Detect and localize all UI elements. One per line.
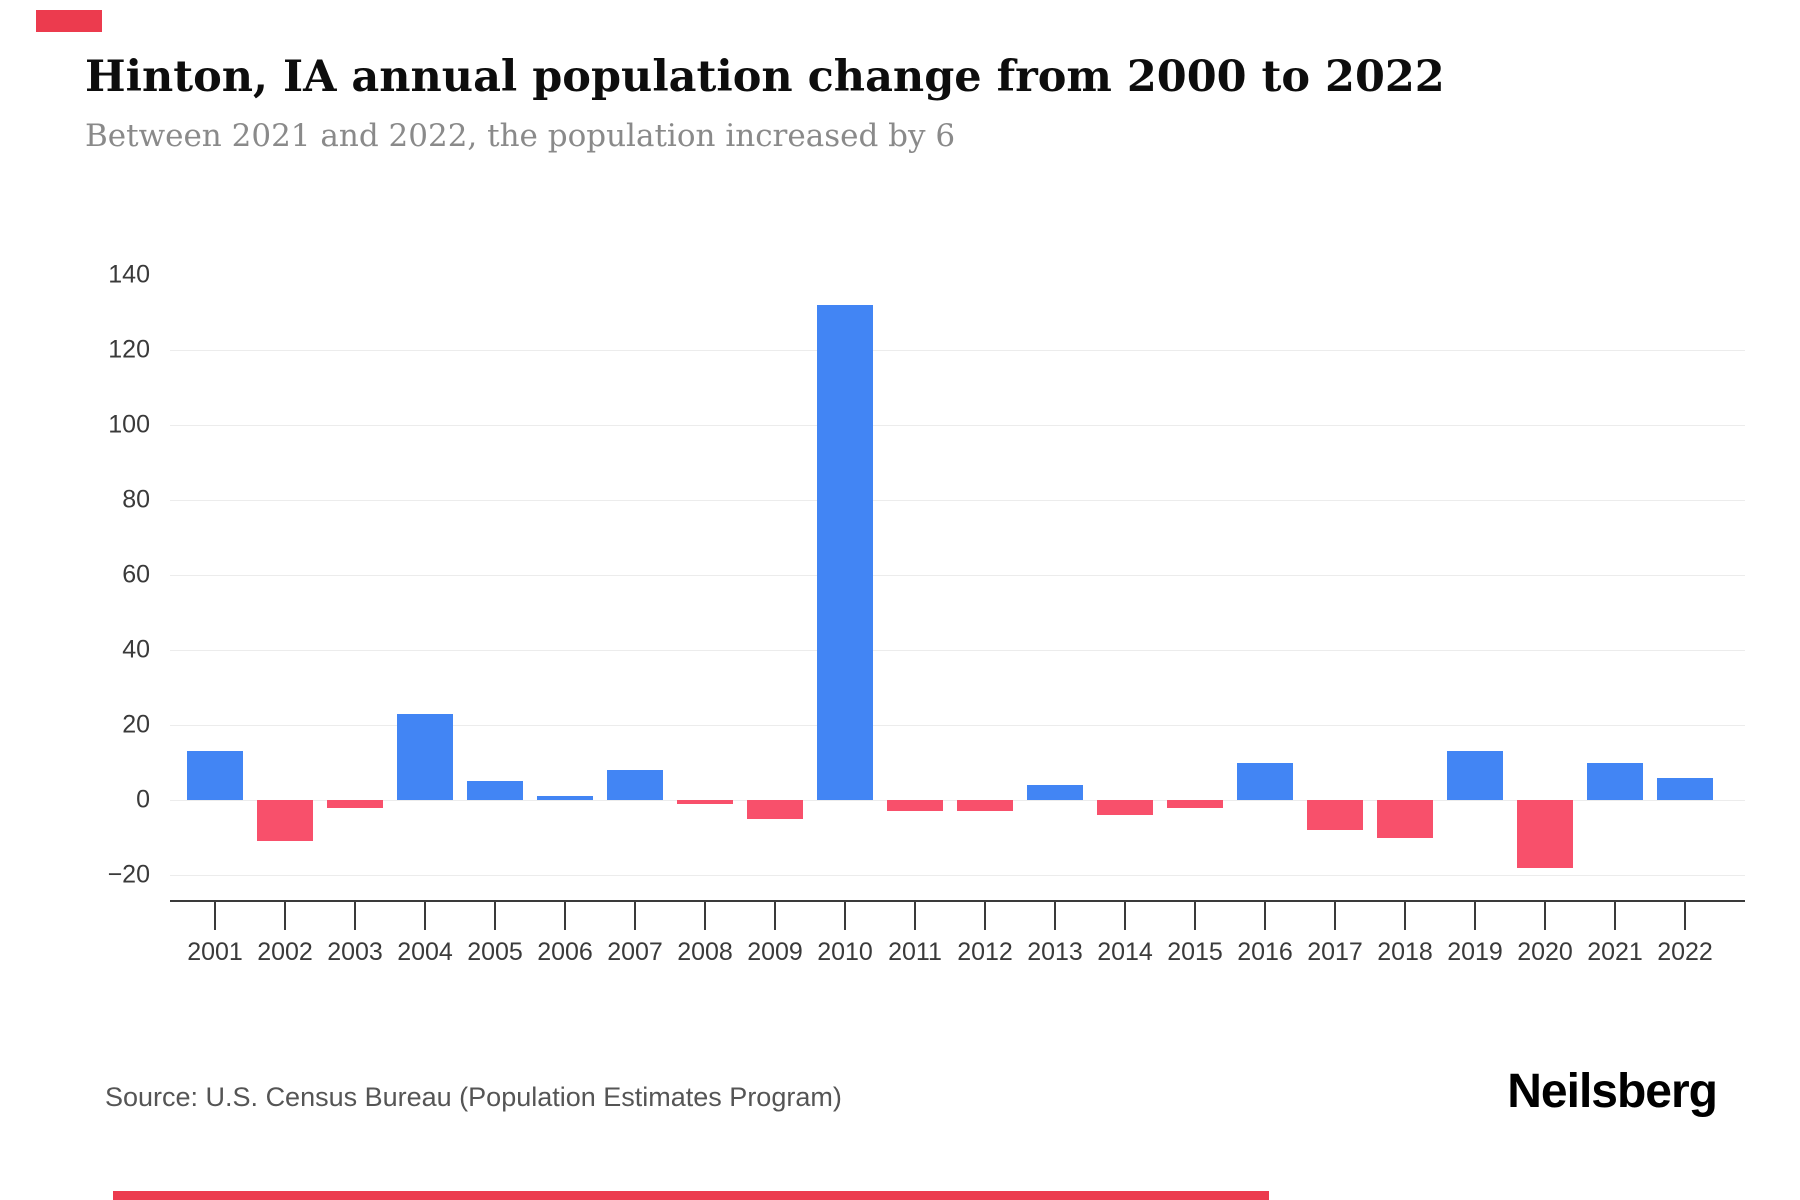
bar-2008 bbox=[677, 800, 733, 804]
bar-2007 bbox=[607, 770, 663, 800]
bar-2003 bbox=[327, 800, 383, 808]
source-text: Source: U.S. Census Bureau (Population E… bbox=[105, 1082, 842, 1112]
x-axis-tick-2020 bbox=[1544, 900, 1546, 930]
x-axis-tick-2011 bbox=[914, 900, 916, 930]
gridline-60 bbox=[170, 575, 1745, 576]
y-axis-label-120: 120 bbox=[108, 335, 150, 364]
x-axis-label-2016: 2016 bbox=[1237, 938, 1293, 966]
x-axis-label-2019: 2019 bbox=[1447, 938, 1503, 966]
x-axis-tick-2006 bbox=[564, 900, 566, 930]
x-axis-tick-2021 bbox=[1614, 900, 1616, 930]
x-axis-label-2009: 2009 bbox=[747, 938, 803, 966]
bar-2005 bbox=[467, 781, 523, 800]
x-axis-tick-2001 bbox=[214, 900, 216, 930]
gridline--20 bbox=[170, 875, 1745, 876]
bar-2021 bbox=[1587, 762, 1643, 800]
x-axis-tick-2005 bbox=[494, 900, 496, 930]
x-axis-tick-2019 bbox=[1474, 900, 1476, 930]
x-axis-tick-2022 bbox=[1684, 900, 1686, 930]
x-axis-tick-2004 bbox=[424, 900, 426, 930]
brand-logo: Neilsberg bbox=[1507, 1065, 1718, 1118]
bar-2017 bbox=[1307, 800, 1363, 830]
x-axis-tick-2012 bbox=[984, 900, 986, 930]
y-axis-label-0: 0 bbox=[136, 785, 150, 814]
x-axis-label-2003: 2003 bbox=[327, 938, 383, 966]
x-axis-label-2017: 2017 bbox=[1307, 938, 1363, 966]
x-axis-label-2002: 2002 bbox=[257, 938, 313, 966]
bar-2009 bbox=[747, 800, 803, 819]
x-axis-label-2022: 2022 bbox=[1657, 938, 1713, 966]
x-axis-label-2013: 2013 bbox=[1027, 938, 1083, 966]
chart-title: Hinton, IA annual population change from… bbox=[85, 52, 1445, 102]
bar-2018 bbox=[1377, 800, 1433, 838]
bar-2013 bbox=[1027, 785, 1083, 800]
chart-subtitle: Between 2021 and 2022, the population in… bbox=[85, 118, 956, 154]
x-axis-tick-2018 bbox=[1404, 900, 1406, 930]
gridline-20 bbox=[170, 725, 1745, 726]
x-axis-label-2018: 2018 bbox=[1377, 938, 1433, 966]
red-marker-top-left bbox=[36, 10, 102, 32]
x-axis-label-2021: 2021 bbox=[1587, 938, 1643, 966]
x-axis-tick-2009 bbox=[774, 900, 776, 930]
x-axis-tick-2016 bbox=[1264, 900, 1266, 930]
bar-2015 bbox=[1167, 800, 1223, 808]
x-axis-tick-2003 bbox=[354, 900, 356, 930]
x-axis-label-2001: 2001 bbox=[187, 938, 243, 966]
bar-2011 bbox=[887, 800, 943, 812]
x-axis-label-2012: 2012 bbox=[957, 938, 1013, 966]
bar-2016 bbox=[1237, 762, 1293, 800]
y-axis-label-20: 20 bbox=[122, 710, 150, 739]
bar-2019 bbox=[1447, 751, 1503, 800]
x-axis-label-2014: 2014 bbox=[1097, 938, 1153, 966]
x-axis-label-2020: 2020 bbox=[1517, 938, 1573, 966]
red-marker-bottom-strip bbox=[113, 1191, 1269, 1200]
bar-2002 bbox=[257, 800, 313, 842]
y-axis-label-80: 80 bbox=[122, 485, 150, 514]
x-axis-tick-2002 bbox=[284, 900, 286, 930]
x-axis-tick-2010 bbox=[844, 900, 846, 930]
gridline-80 bbox=[170, 500, 1745, 501]
x-axis-tick-2013 bbox=[1054, 900, 1056, 930]
gridline-120 bbox=[170, 350, 1745, 351]
gridline-100 bbox=[170, 425, 1745, 426]
y-axis-label-100: 100 bbox=[108, 410, 150, 439]
x-axis-tick-2007 bbox=[634, 900, 636, 930]
plot-area: 140 120 100 80 60 40 20 0 −20 2001 2002 2003 2004 200… bbox=[108, 260, 1745, 966]
x-axis-label-2015: 2015 bbox=[1167, 938, 1223, 966]
bar-2001 bbox=[187, 751, 243, 800]
x-axis-tick-2008 bbox=[704, 900, 706, 930]
bar-2022 bbox=[1657, 777, 1713, 800]
x-axis-tick-2015 bbox=[1194, 900, 1196, 930]
bar-2010 bbox=[817, 305, 873, 800]
x-axis-label-2005: 2005 bbox=[467, 938, 523, 966]
x-axis-label-2010: 2010 bbox=[817, 938, 873, 966]
bar-2020 bbox=[1517, 800, 1573, 868]
x-axis-label-2004: 2004 bbox=[397, 938, 453, 966]
bar-2012 bbox=[957, 800, 1013, 812]
gridline-40 bbox=[170, 650, 1745, 651]
y-axis-label-40: 40 bbox=[122, 635, 150, 664]
x-axis-tick-2017 bbox=[1334, 900, 1336, 930]
y-axis-label-140: 140 bbox=[108, 260, 150, 289]
y-axis-label-60: 60 bbox=[122, 560, 150, 589]
bar-2014 bbox=[1097, 800, 1153, 815]
x-axis-label-2007: 2007 bbox=[607, 938, 663, 966]
x-axis-label-2008: 2008 bbox=[677, 938, 733, 966]
bar-2006 bbox=[537, 796, 593, 800]
y-axis-label--20: −20 bbox=[107, 860, 150, 889]
bar-2004 bbox=[397, 713, 453, 800]
x-axis-tick-2014 bbox=[1124, 900, 1126, 930]
x-axis-label-2006: 2006 bbox=[537, 938, 593, 966]
x-axis-label-2011: 2011 bbox=[888, 938, 942, 966]
